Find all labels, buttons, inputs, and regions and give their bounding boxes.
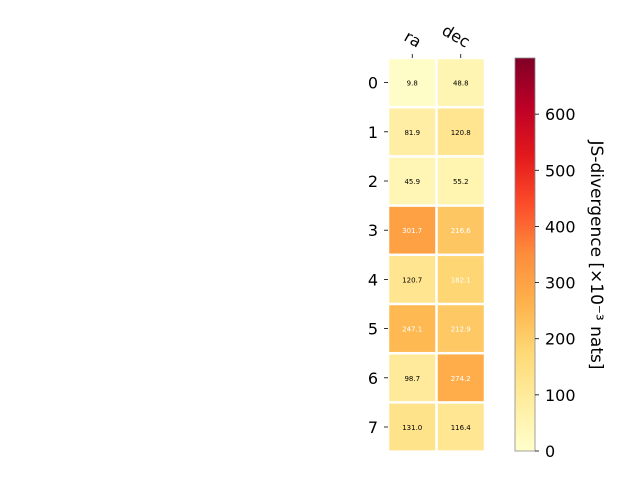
heatmap-cell-5-dec xyxy=(437,305,484,352)
heatmap-cells: 9.8 48.8 81.9 120.8 45.9 55.2 301.7 216.6 120.7 1… xyxy=(389,59,484,451)
cell-value-label: 301.7 xyxy=(402,227,422,235)
row-tick-label: 7 xyxy=(368,418,378,437)
heatmap-cell-4-dec xyxy=(437,256,484,303)
row-tick-label: 2 xyxy=(368,172,378,191)
colorbar-gradient xyxy=(514,57,536,452)
cell-value-label: 182.1 xyxy=(451,276,471,284)
heatmap-cell-0-ra xyxy=(389,59,436,106)
cell-value-label: 9.8 xyxy=(407,80,418,88)
colorbar-tick-label: 300 xyxy=(545,274,576,293)
colorbar: 0 100 200 300 400 500 600 JS-divergence [×10⁻³… xyxy=(514,57,606,461)
cell-value-label: 81.9 xyxy=(404,129,420,137)
heatmap-cell-6-ra xyxy=(389,354,436,402)
heatmap-cell-6-dec xyxy=(437,354,484,402)
heatmap-cell-2-dec xyxy=(437,157,484,205)
colorbar-tick-label: 500 xyxy=(545,161,576,180)
heatmap-cell-1-ra xyxy=(389,108,436,156)
heatmap-cell-5-ra xyxy=(389,305,436,352)
cell-value-label: 98.7 xyxy=(404,375,420,383)
cell-value-label: 120.8 xyxy=(451,129,471,137)
cell-value-label: 216.6 xyxy=(451,227,472,235)
column-tick-label: ra xyxy=(401,27,425,52)
heatmap-cell-0-dec xyxy=(437,59,484,106)
colorbar-tick-label: 600 xyxy=(545,105,576,124)
cell-value-label: 247.1 xyxy=(402,326,422,334)
column-tick-label: dec xyxy=(439,21,473,52)
row-tick-label: 4 xyxy=(368,270,378,289)
colorbar-ticks: 0 100 200 300 400 500 600 xyxy=(535,105,576,461)
heatmap-cell-4-ra xyxy=(389,256,436,303)
cell-value-label: 116.4 xyxy=(451,424,472,432)
heatmap-cell-3-ra xyxy=(389,206,436,254)
row-tick-label: 5 xyxy=(368,320,378,339)
heatmap-cell-3-dec xyxy=(437,206,484,254)
colorbar-tick-label: 400 xyxy=(545,217,576,236)
heatmap-cell-2-ra xyxy=(389,157,436,205)
cell-value-label: 48.8 xyxy=(453,80,469,88)
row-tick-label: 3 xyxy=(368,221,378,240)
row-tick-label: 6 xyxy=(368,369,378,388)
colorbar-label: JS-divergence [×10⁻³ nats] xyxy=(586,140,606,370)
row-tick-label: 1 xyxy=(368,123,378,142)
row-tick-label: 0 xyxy=(368,74,378,93)
heatmap-cell-1-dec xyxy=(437,108,484,156)
cell-value-label: 212.9 xyxy=(451,326,471,334)
cell-value-label: 274.2 xyxy=(451,375,471,383)
heatmap-cell-7-dec xyxy=(437,403,484,451)
colorbar-tick-label: 0 xyxy=(545,442,555,461)
cell-value-label: 131.0 xyxy=(402,424,422,432)
cell-value-label: 55.2 xyxy=(453,178,469,186)
colorbar-tick-label: 100 xyxy=(545,386,576,405)
heatmap-cell-7-ra xyxy=(389,403,436,451)
colorbar-tick-label: 200 xyxy=(545,330,576,349)
cell-value-label: 45.9 xyxy=(404,178,420,186)
cell-value-label: 120.7 xyxy=(402,276,422,284)
